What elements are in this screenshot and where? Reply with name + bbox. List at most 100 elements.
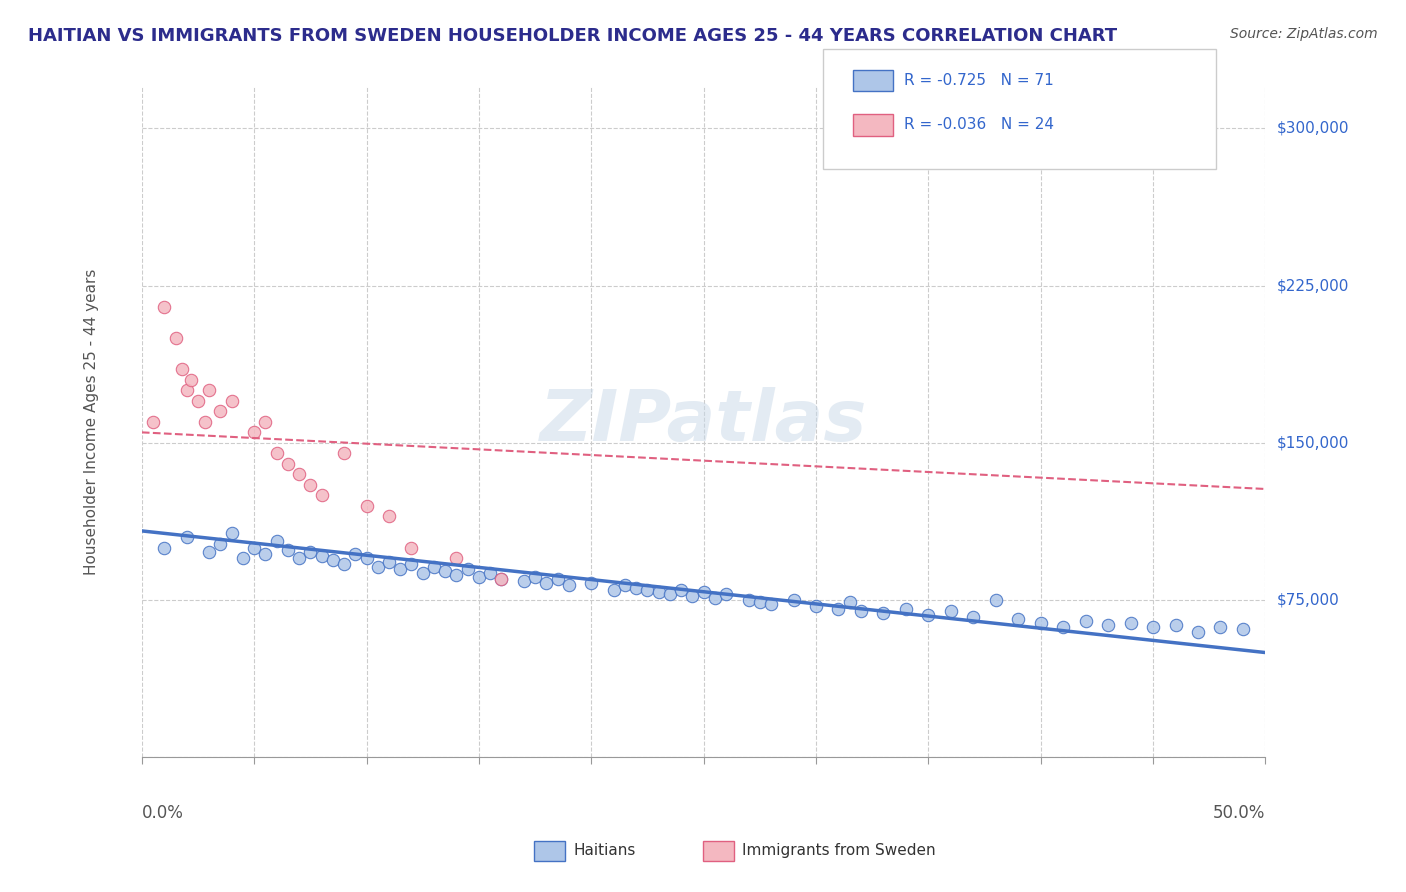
Point — [1029, 616, 1052, 631]
Point — [153, 541, 176, 555]
Point — [423, 559, 446, 574]
Point — [277, 542, 299, 557]
Point — [558, 578, 581, 592]
Text: Source: ZipAtlas.com: Source: ZipAtlas.com — [1230, 27, 1378, 41]
Point — [962, 610, 984, 624]
Point — [142, 415, 165, 429]
Point — [804, 599, 827, 614]
Point — [176, 384, 198, 398]
Point — [288, 551, 311, 566]
Point — [221, 526, 243, 541]
Point — [581, 576, 603, 591]
Point — [378, 509, 401, 524]
Point — [872, 606, 894, 620]
Point — [894, 601, 917, 615]
Point — [243, 425, 266, 440]
Point — [172, 362, 194, 376]
Point — [401, 558, 423, 572]
Point — [703, 591, 725, 605]
Point — [266, 534, 288, 549]
Point — [243, 541, 266, 555]
Point — [624, 581, 647, 595]
Point — [479, 566, 502, 580]
Text: $225,000: $225,000 — [1277, 278, 1348, 293]
Text: 0.0%: 0.0% — [142, 805, 184, 822]
Text: $300,000: $300,000 — [1277, 120, 1350, 136]
Point — [714, 587, 737, 601]
Text: Householder Income Ages 25 - 44 years: Householder Income Ages 25 - 44 years — [84, 268, 98, 575]
Point — [176, 530, 198, 544]
Point — [849, 604, 872, 618]
Point — [333, 446, 356, 460]
Point — [681, 589, 703, 603]
Point — [1164, 618, 1187, 632]
Text: R = -0.036   N = 24: R = -0.036 N = 24 — [904, 118, 1054, 132]
Point — [446, 568, 468, 582]
Text: HAITIAN VS IMMIGRANTS FROM SWEDEN HOUSEHOLDER INCOME AGES 25 - 44 YEARS CORRELAT: HAITIAN VS IMMIGRANTS FROM SWEDEN HOUSEH… — [28, 27, 1118, 45]
Point — [457, 562, 479, 576]
Point — [254, 547, 277, 561]
Point — [299, 477, 322, 491]
Point — [468, 570, 491, 584]
Point — [344, 547, 367, 561]
Point — [1074, 614, 1097, 628]
Point — [603, 582, 626, 597]
Point — [194, 415, 217, 429]
Point — [737, 593, 759, 607]
Point — [984, 593, 1007, 607]
Text: 50.0%: 50.0% — [1213, 805, 1265, 822]
Text: Immigrants from Sweden: Immigrants from Sweden — [742, 843, 936, 857]
Point — [647, 584, 669, 599]
Point — [1142, 620, 1164, 634]
Point — [434, 564, 457, 578]
Point — [1232, 623, 1254, 637]
Point — [1052, 620, 1074, 634]
Point — [180, 373, 202, 387]
Point — [547, 572, 569, 586]
Point — [209, 404, 232, 418]
Point — [165, 331, 187, 345]
Text: Haitians: Haitians — [574, 843, 636, 857]
Point — [1187, 624, 1209, 639]
Point — [446, 551, 468, 566]
Point — [221, 393, 243, 408]
Point — [187, 393, 209, 408]
Point — [153, 300, 176, 314]
Point — [209, 536, 232, 550]
Point — [917, 607, 939, 622]
Point — [198, 545, 221, 559]
Point — [299, 545, 322, 559]
Point — [491, 572, 513, 586]
Point — [748, 595, 770, 609]
Point — [254, 415, 277, 429]
Point — [198, 384, 221, 398]
Text: $75,000: $75,000 — [1277, 592, 1340, 607]
Point — [838, 595, 860, 609]
Point — [288, 467, 311, 482]
Point — [614, 578, 637, 592]
Point — [513, 574, 536, 589]
Point — [524, 570, 547, 584]
Point — [491, 572, 513, 586]
Point — [232, 551, 254, 566]
Point — [636, 582, 658, 597]
Point — [536, 576, 558, 591]
Point — [266, 446, 288, 460]
Point — [1119, 616, 1142, 631]
Point — [1209, 620, 1232, 634]
Point — [356, 499, 378, 513]
Point — [367, 559, 389, 574]
Point — [333, 558, 356, 572]
Point — [827, 601, 849, 615]
Point — [669, 582, 692, 597]
Point — [389, 562, 412, 576]
Point — [1097, 618, 1119, 632]
Point — [782, 593, 804, 607]
Text: $150,000: $150,000 — [1277, 435, 1348, 450]
Point — [939, 604, 962, 618]
Point — [759, 597, 782, 611]
Point — [401, 541, 423, 555]
Text: R = -0.725   N = 71: R = -0.725 N = 71 — [904, 73, 1054, 87]
Point — [1007, 612, 1029, 626]
Point — [692, 584, 714, 599]
